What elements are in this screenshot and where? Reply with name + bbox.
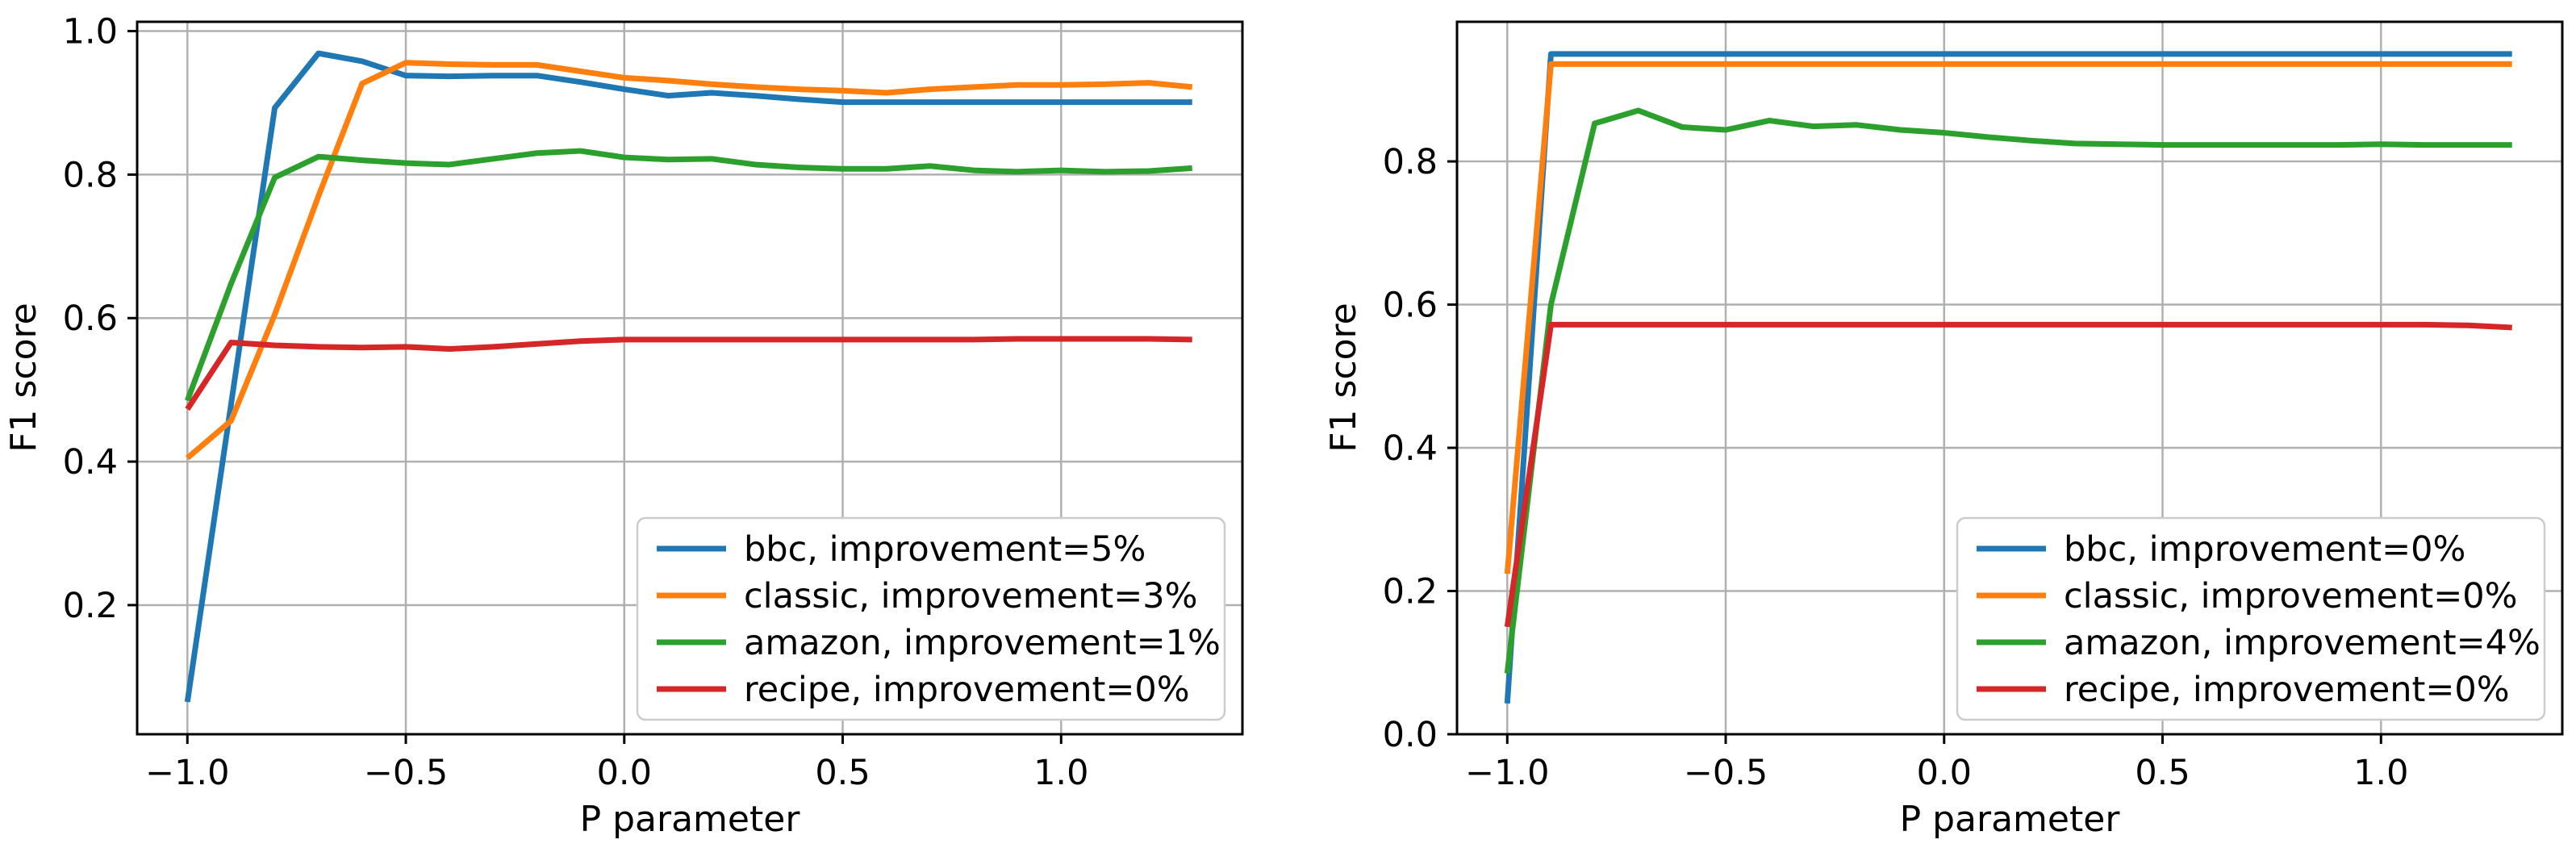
series-line-classic: [1504, 61, 2512, 574]
legend-label-recipe: recipe, improvement=0%: [2064, 670, 2510, 710]
y-tick-label: 0.4: [63, 442, 118, 482]
y-tick-label: 0.0: [1383, 715, 1438, 755]
legend-label-bbc: bbc, improvement=5%: [744, 529, 1146, 570]
y-tick-label: 0.8: [1383, 142, 1438, 182]
chart-left-y-axis-label: F1 score: [3, 303, 44, 453]
chart-left: −1.0 −0.5 0.0 0.5 1.0 0.2 0.4 0.6 0.8 1.0 bbc, imp…: [3, 12, 1244, 840]
series-line-classic: [185, 60, 1193, 461]
series-line-recipe: [1504, 321, 2512, 628]
legend-box: [636, 516, 1226, 721]
legend: bbc, improvement=0% classic, improvement=…: [1956, 516, 2546, 721]
x-tick-label: −0.5: [364, 753, 448, 793]
x-tick-label: 0.5: [815, 753, 870, 793]
y-tick-label: 0.6: [1383, 286, 1438, 326]
x-tick-label: 0.0: [1917, 753, 1972, 793]
y-tick-label: 0.4: [1383, 428, 1438, 469]
series-line-bbc: [184, 50, 1192, 703]
y-tick-label: 0.6: [63, 299, 118, 339]
x-tick-label: 1.0: [1033, 753, 1088, 793]
legend-label-classic: classic, improvement=3%: [744, 576, 1197, 616]
chart-right-x-axis-label: P parameter: [1900, 799, 2121, 840]
axes-frame: [136, 20, 1244, 736]
chart-left-plot-area: −1.0 −0.5 0.0 0.5 1.0 0.2 0.4 0.6 0.8 1.0 bbc, imp…: [63, 12, 1244, 793]
series-line-recipe: [185, 336, 1192, 411]
chart-left-x-axis-label: P parameter: [580, 799, 801, 840]
legend-label-amazon: amazon, improvement=4%: [2064, 623, 2541, 663]
y-tick-label: 0.2: [63, 586, 118, 626]
x-tick-label: −0.5: [1684, 753, 1768, 793]
y-tick-label: 1.0: [63, 12, 118, 52]
x-tick-label: 1.0: [2353, 753, 2408, 793]
x-tick-label: −1.0: [145, 753, 229, 793]
series-line-amazon: [1504, 107, 2512, 674]
series-line-amazon: [184, 148, 1192, 402]
x-tick-label: 0.5: [2135, 753, 2190, 793]
legend-label-recipe: recipe, improvement=0%: [744, 670, 1190, 710]
legend-label-amazon: amazon, improvement=1%: [744, 623, 1221, 663]
x-tick-label: −1.0: [1465, 753, 1549, 793]
axes-frame: [1455, 20, 2564, 736]
chart-right-y-axis-label: F1 score: [1323, 303, 1364, 453]
legend-box: [1956, 516, 2546, 721]
legend-label-bbc: bbc, improvement=0%: [2064, 529, 2465, 570]
chart-right-plot-area: −1.0 −0.5 0.0 0.5 1.0 0.0 0.2 0.4 0.6 0.8 bbc, imp…: [1383, 20, 2564, 793]
legend: bbc, improvement=5% classic, improvement=…: [636, 516, 1226, 721]
series-line-bbc: [1504, 51, 2512, 704]
legend-label-classic: classic, improvement=0%: [2064, 576, 2517, 616]
x-tick-label: 0.0: [597, 753, 652, 793]
y-tick-label: 0.8: [63, 155, 118, 195]
y-tick-label: 0.2: [1383, 572, 1438, 612]
chart-right: −1.0 −0.5 0.0 0.5 1.0 0.0 0.2 0.4 0.6 0.8 bbc, imp…: [1323, 20, 2564, 840]
